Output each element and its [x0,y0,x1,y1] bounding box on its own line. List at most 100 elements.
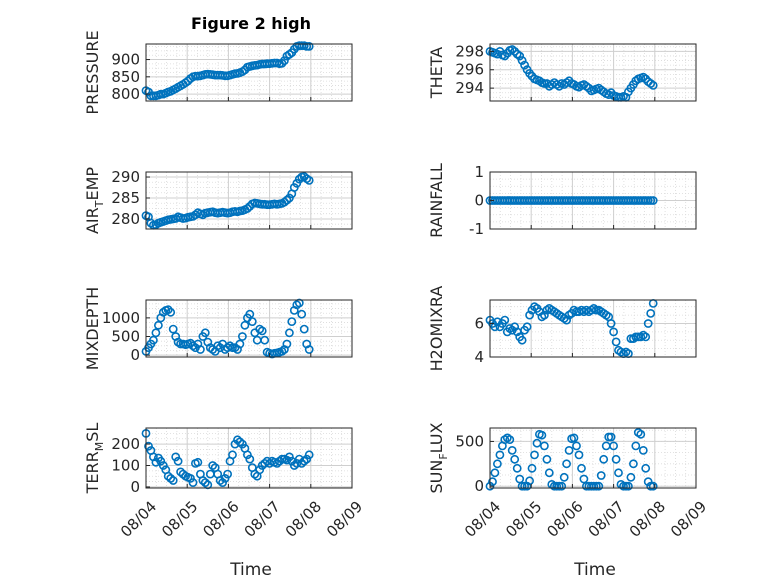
axes-box [145,299,353,358]
data-point [304,450,314,460]
data-point [228,450,237,460]
data-point [624,481,633,491]
data-point [257,326,267,336]
data-point [163,305,173,315]
x-tick-label: 08/08 [626,498,669,541]
data-point [168,476,178,485]
axes-box [145,43,353,102]
data-point [304,42,314,51]
data-point [631,441,641,451]
data-point [606,319,616,328]
data-point [596,471,606,480]
axes-box [489,43,697,102]
axes-box [145,427,353,489]
data-point [176,467,185,477]
data-point [297,309,307,319]
data-point [488,477,497,487]
y-tick-label: 0 [130,478,140,496]
data-point [272,458,282,468]
data-point [490,322,500,332]
data-point [572,441,581,451]
data-point [648,481,658,491]
data-point [611,337,621,347]
data-point [540,310,549,320]
data-point [237,332,247,341]
y-tick-label: 298 [455,42,484,60]
data-point [626,472,636,482]
y-tick-label: 1 [474,163,484,181]
data-point [156,456,166,466]
data-point [520,60,529,70]
x-tick-label: 08/06 [199,498,242,541]
data-point [490,468,500,478]
data-point [168,324,178,334]
y-tick-label: 6 [474,314,484,332]
data-point [220,473,230,483]
data-point [240,320,250,330]
y-tick-label: 296 [455,61,484,79]
y-axis-label: THETA [427,47,446,99]
data-point [636,429,646,439]
x-tick-label: 08/04 [461,498,504,541]
data-point [255,465,265,475]
data-point [574,450,584,460]
x-tick-label: 08/05 [158,498,201,541]
y-tick-label: 0 [474,192,484,210]
y-axis-label: AIRTEMP [83,167,106,234]
data-point [144,441,153,451]
data-point [284,328,294,338]
data-point [515,51,525,61]
axes-box [489,427,697,489]
data-point [242,450,252,460]
y-axis-label: H2OMIXRA [427,286,446,372]
data-point [277,346,287,356]
data-point [287,317,297,326]
data-point [559,472,569,482]
data-point [648,81,658,90]
x-tick-label: 08/08 [282,498,325,541]
data-point [532,438,542,448]
data-point [245,309,255,319]
data-point [614,468,623,478]
y-tick-label: 1000 [102,309,140,327]
data-point [507,445,517,455]
data-point [242,204,252,213]
x-axis-label-left: Time [229,560,272,580]
data-point [500,315,510,325]
y-axis-label: RAINFALL [427,163,446,238]
y-tick-label: 4 [474,348,484,366]
axes-box [145,171,353,230]
data-point [223,469,232,479]
subplot-h2omixra: 4 6 H2OMIXRA [427,286,697,372]
y-tick-label: 800 [111,85,140,103]
data-point [492,459,502,469]
data-point [153,320,163,330]
data-point [629,459,638,469]
data-point [284,452,294,462]
data-point [151,457,161,467]
x-tick-label: 08/06 [543,498,586,541]
axes-box [489,299,697,358]
data-point [166,473,176,483]
subplot-air_temp: 280 285 290 AIRTEMP [83,167,353,234]
data-point [208,461,218,470]
data-point [250,469,260,479]
data-point [282,195,292,205]
data-point [641,332,651,342]
data-point [247,317,257,326]
data-point [193,457,203,467]
data-point [599,454,609,464]
data-point [562,459,571,469]
data-point [260,335,270,345]
data-point [537,430,547,440]
x-tick-label: 08/05 [502,498,545,541]
data-point [525,476,534,486]
figure-title: Figure 2 high [191,14,311,33]
x-tick-label: 08/07 [585,498,628,541]
data-point [510,454,520,464]
y-tick-label: 500 [111,328,140,346]
data-point [195,345,205,354]
data-point [525,310,534,320]
